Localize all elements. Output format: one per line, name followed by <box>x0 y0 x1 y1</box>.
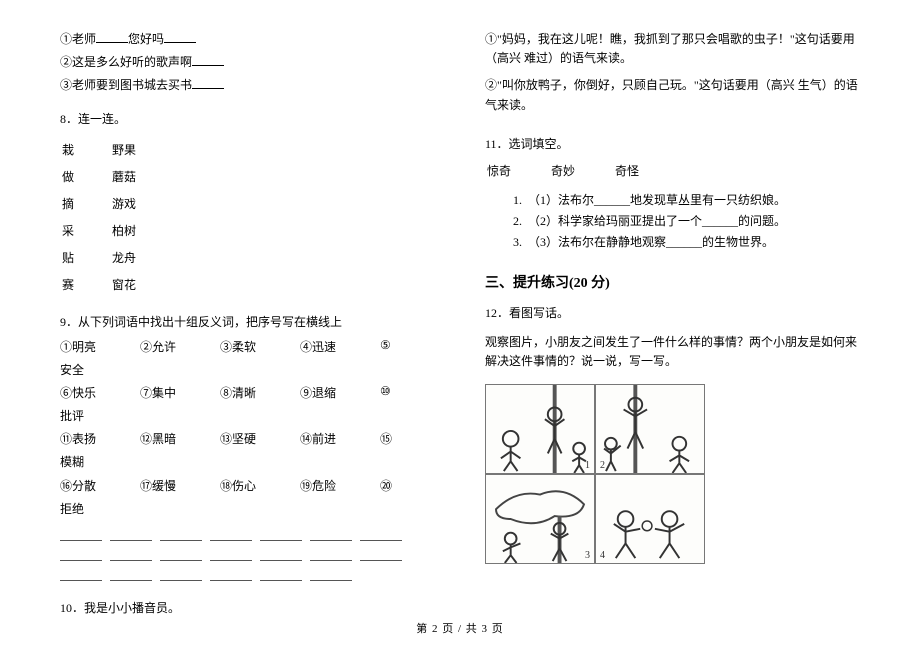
match-left: 做 <box>62 168 112 185</box>
match-row: 摘游戏 <box>62 195 435 212</box>
word: ②允许 <box>140 338 220 355</box>
sentence: （1）法布尔______地发现草丛里有一只纺织娘。 <box>528 193 786 207</box>
section-heading-3: 三、提升练习(20 分) <box>485 272 860 292</box>
antonym-row: ⑯分散 ⑰缓慢 ⑱伤心 ⑲危险 ⑳ <box>60 477 435 494</box>
story-panel-2: 2 <box>595 384 705 474</box>
word-tail: 批评 <box>60 407 435 426</box>
word: ③柔软 <box>220 338 300 355</box>
word-tail: 安全 <box>60 361 435 380</box>
right-column: ①"妈妈，我在这儿呢！瞧，我抓到了那只会唱歌的虫子！"这句话要用（高兴 难过）的… <box>485 30 860 590</box>
word: ⑩ <box>380 384 420 401</box>
sentence-3: ③老师要到图书城去买书 <box>60 76 435 95</box>
match-right: 窗花 <box>112 276 172 293</box>
word: ⑳ <box>380 477 420 494</box>
blank <box>192 88 224 89</box>
word: ⑨退缩 <box>300 384 380 401</box>
match-right: 野果 <box>112 141 172 158</box>
match-row: 栽野果 <box>62 141 435 158</box>
question-12: 12．看图写话。 <box>485 304 860 323</box>
match-table: 栽野果 做蘑菇 摘游戏 采柏树 贴龙舟 赛窗花 <box>62 141 435 303</box>
word: ⑱伤心 <box>220 477 300 494</box>
match-left: 赛 <box>62 276 112 293</box>
match-right: 游戏 <box>112 195 172 212</box>
word: ⑥快乐 <box>60 384 140 401</box>
blank <box>164 42 196 43</box>
word: ①明亮 <box>60 338 140 355</box>
sentence: （3）法布尔在静静地观察______的生物世界。 <box>528 235 774 249</box>
list-item: 3. （3）法布尔在静静地观察______的生物世界。 <box>513 233 860 250</box>
word: ⑧清晰 <box>220 384 300 401</box>
cartoon-icon <box>486 475 594 563</box>
match-right: 蘑菇 <box>112 168 172 185</box>
word-choices: 惊奇 奇妙 奇怪 <box>487 162 860 179</box>
question-9: 9．从下列词语中找出十组反义词，把序号写在横线上 <box>60 313 435 332</box>
blank <box>192 65 224 66</box>
match-left: 贴 <box>62 249 112 266</box>
word: ⑰缓慢 <box>140 477 220 494</box>
text: ②这是多么好听的歌声啊 <box>60 55 192 69</box>
story-image-grid: 1 2 <box>485 384 705 564</box>
choice-word: 惊奇 <box>487 162 511 179</box>
story-panel-3: 3 <box>485 474 595 564</box>
word: ⑦集中 <box>140 384 220 401</box>
match-left: 摘 <box>62 195 112 212</box>
story-panel-1: 1 <box>485 384 595 474</box>
text: 您好吗 <box>128 32 164 46</box>
antonym-row: ⑥快乐 ⑦集中 ⑧清晰 ⑨退缩 ⑩ <box>60 384 435 401</box>
sentence-1: ①老师 您好吗 <box>60 30 435 49</box>
fill-blank-list: 1. （1）法布尔______地发现草丛里有一只纺织娘。 2. （2）科学家给玛… <box>513 191 860 254</box>
word-tail: 模糊 <box>60 453 435 472</box>
question-8: 8．连一连。 <box>60 110 435 129</box>
text: ③老师要到图书城去买书 <box>60 78 192 92</box>
match-row: 贴龙舟 <box>62 249 435 266</box>
question-10: 10．我是小小播音员。 <box>60 599 435 618</box>
word: ⑲危险 <box>300 477 380 494</box>
word: ④迅速 <box>300 338 380 355</box>
choice-word: 奇妙 <box>551 162 575 179</box>
reading-tone-2: ②"叫你放鸭子，你倒好，只顾自己玩。"这句话要用（高兴 生气）的语气来读。 <box>485 76 860 114</box>
match-left: 采 <box>62 222 112 239</box>
word-tail: 拒绝 <box>60 500 435 519</box>
match-row: 做蘑菇 <box>62 168 435 185</box>
match-right: 龙舟 <box>112 249 172 266</box>
antonym-grid: ①明亮 ②允许 ③柔软 ④迅速 ⑤ 安全 ⑥快乐 ⑦集中 ⑧清晰 ⑨退缩 ⑩ 批… <box>60 338 435 523</box>
match-right: 柏树 <box>112 222 172 239</box>
word: ⑬坚硬 <box>220 430 300 447</box>
answer-blanks <box>60 529 435 585</box>
text: ①老师 <box>60 32 96 46</box>
left-column: ①老师 您好吗 ②这是多么好听的歌声啊 ③老师要到图书城去买书 8．连一连。 栽野… <box>60 30 435 590</box>
antonym-row: ⑪表扬 ⑫黑暗 ⑬坚硬 ⑭前进 ⑮ <box>60 430 435 447</box>
antonym-row: ①明亮 ②允许 ③柔软 ④迅速 ⑤ <box>60 338 435 355</box>
match-left: 栽 <box>62 141 112 158</box>
word: ⑪表扬 <box>60 430 140 447</box>
list-item: 1. （1）法布尔______地发现草丛里有一只纺织娘。 <box>513 191 860 208</box>
question-11: 11．选词填空。 <box>485 135 860 154</box>
cartoon-icon <box>596 385 704 473</box>
word: ⑮ <box>380 430 420 447</box>
word: ⑤ <box>380 338 420 355</box>
sentence-2: ②这是多么好听的歌声啊 <box>60 53 435 72</box>
word: ⑫黑暗 <box>140 430 220 447</box>
cartoon-icon <box>596 475 704 563</box>
match-row: 采柏树 <box>62 222 435 239</box>
word: ⑭前进 <box>300 430 380 447</box>
word: ⑯分散 <box>60 477 140 494</box>
question-12-prompt: 观察图片，小朋友之间发生了一件什么样的事情？两个小朋友是如何来解决这件事情的？说… <box>485 333 860 371</box>
story-panel-4: 4 <box>595 474 705 564</box>
match-row: 赛窗花 <box>62 276 435 293</box>
sentence: （2）科学家给玛丽亚提出了一个______的问题。 <box>528 214 786 228</box>
reading-tone-1: ①"妈妈，我在这儿呢！瞧，我抓到了那只会唱歌的虫子！"这句话要用（高兴 难过）的… <box>485 30 860 68</box>
cartoon-icon <box>486 385 594 473</box>
blank <box>96 42 128 43</box>
list-item: 2. （2）科学家给玛丽亚提出了一个______的问题。 <box>513 212 860 229</box>
choice-word: 奇怪 <box>615 162 639 179</box>
page-footer: 第 2 页 / 共 3 页 <box>0 620 920 636</box>
